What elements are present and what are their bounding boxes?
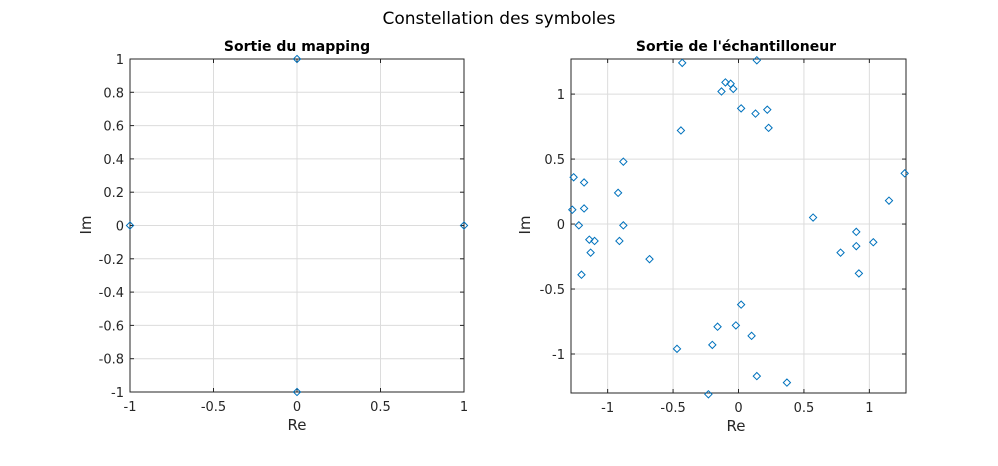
panel-left-title: Sortie du mapping [224, 39, 370, 55]
panel-right-data-point [613, 188, 623, 198]
panel-right-data-point [708, 340, 717, 350]
panel-right-data-point [851, 227, 861, 237]
panel-right-data-point [704, 389, 713, 399]
panel-right-data-point [579, 204, 589, 213]
panel-right-data-point [736, 300, 746, 309]
panel-right-data-point [585, 235, 594, 244]
panel-left-data-point [125, 221, 135, 230]
panel-right-y-tick-label: -0.5 [540, 283, 565, 298]
panel-left-x-tick-label: 0 [293, 400, 301, 415]
panel-right-y-tick-label: 0.5 [544, 153, 565, 168]
panel-right-data-point [868, 237, 878, 247]
panel-right-data-point [900, 169, 909, 178]
panel-left-data-point [292, 387, 302, 397]
panel-right-data-point [808, 213, 818, 222]
panel-left-data-point [459, 221, 469, 230]
panel-right-data-point [676, 126, 686, 135]
panel-right-x-tick-label: -0.5 [660, 401, 685, 416]
panel-right-data-point [672, 344, 682, 354]
panel-left-data-point [292, 54, 302, 64]
panel-right-y-tick-label: 1 [557, 88, 565, 103]
panel-left-y-tick-label: 0.8 [103, 86, 124, 101]
panel-left-x-tick-label: 1 [460, 400, 468, 415]
panel-right-data-point [721, 78, 730, 87]
panel-left-y-tick-label: -1 [111, 386, 124, 401]
panel-right-data-point [851, 241, 861, 251]
panel-left-ticks: -1 -0.5 0 0.5 1 -1 -0.8 -0.6 -0.4 -0.2 0 0.2 0.4 0.6 0… [99, 53, 469, 415]
panel-right-data-point [569, 172, 578, 182]
panel-right-data-point [619, 157, 628, 166]
panel-right-grid [571, 59, 906, 393]
panel-right-data-point [762, 105, 772, 114]
panel-left-y-tick-label: 0 [116, 220, 124, 235]
panel-right-data-point [736, 104, 746, 113]
panel-right-markers [568, 55, 909, 399]
panel-right-data-point [619, 221, 628, 230]
panel-right-xlabel: Re [727, 417, 746, 435]
panel-left: -1 -0.5 0 0.5 1 -1 -0.8 -0.6 -0.4 -0.2 0 0.2 0.4 0.6 0… [77, 39, 469, 434]
panel-right-data-point [836, 248, 845, 257]
panel-left-y-tick-label: -0.6 [99, 319, 124, 334]
panel-right-x-tick-label: 0 [734, 401, 742, 416]
panel-left-x-tick-label: 0.5 [370, 400, 391, 415]
figure-title: Constellation des symboles [382, 9, 615, 29]
panel-right-y-tick-label: 0 [557, 218, 565, 233]
panel-right-x-tick-label: 0.5 [794, 401, 815, 416]
panel-right-data-point [731, 321, 741, 330]
panel-left-y-tick-label: 1 [116, 53, 124, 68]
panel-right-y-tick-label: -1 [552, 348, 565, 363]
panel-right-data-point [752, 371, 762, 381]
panel-left-xlabel: Re [288, 416, 307, 434]
panel-right-data-point [677, 58, 687, 68]
panel-left-y-tick-label: -0.4 [99, 286, 124, 301]
panel-right-data-point [854, 269, 864, 278]
panel-right-data-point [752, 55, 762, 65]
panel-right-data-point [884, 196, 894, 205]
panel-left-y-tick-label: 0.6 [103, 120, 124, 135]
panel-right-x-tick-label: 1 [865, 401, 873, 416]
panel-left-x-tick-label: -1 [124, 400, 137, 415]
panel-right-data-point [615, 236, 624, 246]
panel-left-ylabel: Im [77, 215, 95, 234]
panel-right-ticks: -1 -0.5 0 0.5 1 -1 -0.5 0 0.5 1 [540, 59, 906, 416]
panel-left-x-tick-label: -0.5 [201, 400, 226, 415]
panel-left-grid [129, 58, 465, 393]
panel-right-data-point [568, 205, 577, 215]
panel-right-data-point [577, 270, 586, 280]
panel-left-y-tick-label: -0.2 [99, 253, 124, 268]
panel-right-data-point [782, 378, 792, 387]
panel-right-data-point [764, 123, 773, 133]
panel-left-y-tick-label: 0.2 [103, 186, 124, 201]
panel-right-ylabel: Im [516, 215, 534, 234]
panel-right-title: Sortie de l'échantilloneur [636, 39, 836, 55]
panel-left-y-tick-label: 0.4 [103, 153, 124, 168]
panel-left-markers [125, 54, 469, 397]
panel-right-data-point [747, 331, 756, 341]
panel-right-data-point [645, 254, 654, 264]
panel-right-data-point [713, 322, 722, 332]
panel-right-data-point [728, 84, 738, 94]
panel-left-y-tick-label: -0.8 [99, 353, 124, 368]
panel-right-data-point [590, 236, 599, 246]
panel-right-data-point [574, 221, 584, 230]
panel-right-x-tick-label: -1 [601, 401, 614, 416]
panel-right-data-point [751, 109, 760, 118]
panel-right-data-point [579, 178, 589, 187]
panel-right-data-point [586, 248, 595, 257]
panel-right: -1 -0.5 0 0.5 1 -1 -0.5 0 0.5 1 Sortie de l'échan… [516, 39, 909, 435]
panel-right-data-point [717, 87, 726, 96]
